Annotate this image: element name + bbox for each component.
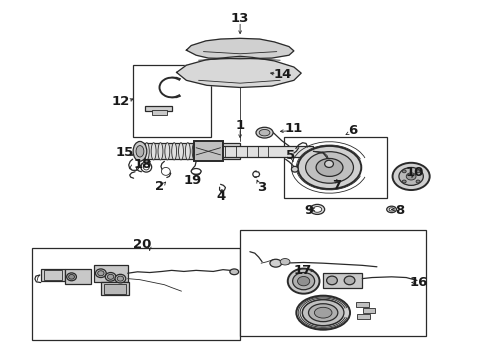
Bar	[194, 141, 223, 161]
Ellipse shape	[161, 167, 170, 175]
Bar	[101, 282, 129, 296]
Ellipse shape	[288, 269, 319, 294]
Text: 20: 20	[133, 238, 151, 251]
Text: 3: 3	[257, 181, 267, 194]
Text: 14: 14	[274, 68, 293, 81]
Text: 7: 7	[332, 179, 342, 192]
Ellipse shape	[259, 130, 270, 136]
Ellipse shape	[145, 143, 149, 160]
Circle shape	[402, 170, 406, 173]
Ellipse shape	[144, 164, 149, 170]
Ellipse shape	[256, 127, 273, 138]
Bar	[32, 248, 240, 339]
Ellipse shape	[297, 276, 310, 286]
Ellipse shape	[172, 143, 176, 160]
Text: 1: 1	[236, 119, 245, 132]
Ellipse shape	[69, 274, 74, 279]
Bar	[152, 111, 167, 116]
Ellipse shape	[313, 207, 322, 212]
Bar	[41, 269, 65, 281]
Bar	[284, 137, 387, 198]
Ellipse shape	[344, 276, 355, 285]
Polygon shape	[176, 56, 301, 87]
Ellipse shape	[98, 271, 104, 276]
Ellipse shape	[327, 276, 337, 285]
Bar	[357, 314, 369, 319]
Ellipse shape	[107, 274, 114, 279]
Circle shape	[399, 167, 423, 185]
Ellipse shape	[192, 143, 197, 160]
Ellipse shape	[141, 162, 152, 172]
Bar	[94, 265, 128, 282]
Ellipse shape	[296, 296, 350, 330]
Ellipse shape	[302, 300, 344, 325]
Ellipse shape	[270, 259, 282, 267]
Ellipse shape	[158, 143, 163, 160]
Text: 13: 13	[231, 12, 249, 25]
Ellipse shape	[309, 304, 338, 321]
Text: 8: 8	[395, 204, 404, 217]
Ellipse shape	[138, 143, 143, 160]
Ellipse shape	[389, 208, 394, 211]
Bar	[65, 269, 91, 284]
Ellipse shape	[178, 143, 183, 160]
Bar	[323, 273, 362, 288]
Text: 11: 11	[285, 122, 303, 135]
Ellipse shape	[133, 141, 147, 161]
Ellipse shape	[298, 146, 361, 189]
Text: 5: 5	[286, 149, 295, 162]
Text: 10: 10	[406, 166, 424, 179]
Ellipse shape	[325, 160, 333, 167]
Text: 16: 16	[410, 276, 428, 289]
Ellipse shape	[185, 143, 190, 160]
Ellipse shape	[230, 269, 239, 275]
Bar	[104, 284, 126, 294]
Text: 17: 17	[294, 264, 312, 277]
Ellipse shape	[292, 166, 298, 172]
Bar	[145, 106, 172, 111]
Ellipse shape	[136, 145, 144, 157]
Ellipse shape	[315, 307, 332, 318]
Ellipse shape	[165, 143, 170, 160]
Bar	[220, 145, 314, 157]
Ellipse shape	[117, 276, 123, 281]
Ellipse shape	[96, 269, 106, 278]
Ellipse shape	[293, 273, 315, 290]
Ellipse shape	[387, 206, 396, 213]
Ellipse shape	[280, 258, 290, 265]
Polygon shape	[186, 39, 294, 59]
Circle shape	[392, 163, 430, 190]
Circle shape	[406, 173, 416, 180]
Text: 12: 12	[111, 95, 129, 108]
Text: 2: 2	[155, 180, 164, 193]
Text: 15: 15	[116, 146, 134, 159]
Bar	[240, 230, 426, 336]
Ellipse shape	[115, 274, 126, 283]
Text: 18: 18	[133, 158, 151, 171]
Ellipse shape	[306, 152, 353, 183]
Ellipse shape	[310, 204, 325, 215]
Bar	[363, 309, 375, 314]
Ellipse shape	[316, 158, 343, 176]
Text: 6: 6	[348, 124, 357, 138]
Bar	[44, 270, 62, 280]
Bar	[133, 65, 211, 137]
Text: 19: 19	[184, 174, 202, 187]
Bar	[356, 302, 368, 307]
Text: 9: 9	[304, 204, 313, 217]
Text: 4: 4	[217, 190, 226, 203]
Ellipse shape	[105, 273, 116, 281]
Ellipse shape	[191, 168, 201, 174]
Circle shape	[416, 180, 420, 183]
Ellipse shape	[151, 143, 156, 160]
Circle shape	[416, 170, 420, 173]
Circle shape	[402, 180, 406, 183]
Bar	[140, 143, 240, 159]
Ellipse shape	[67, 273, 76, 281]
